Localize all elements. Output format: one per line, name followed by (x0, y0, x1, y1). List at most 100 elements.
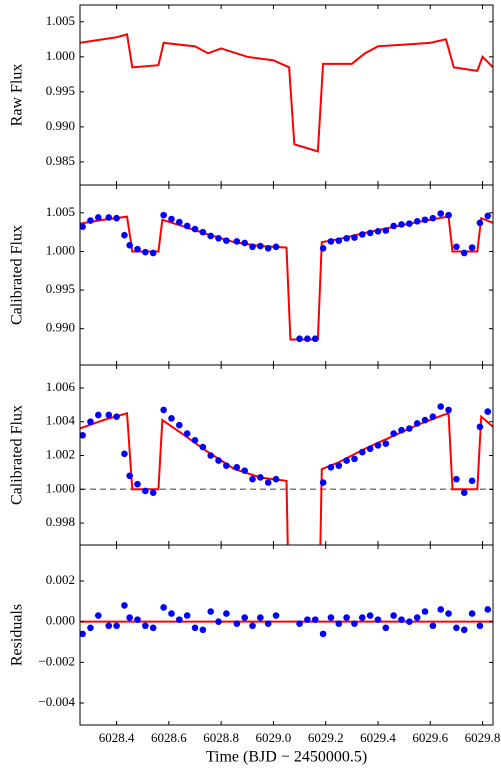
binned-point (437, 403, 445, 410)
binned-point (191, 437, 199, 444)
binned-point (429, 622, 437, 630)
binned-point (460, 249, 468, 257)
binned-point (468, 244, 476, 251)
binned-point (183, 430, 191, 437)
binned-point (94, 214, 102, 221)
binned-point (311, 335, 319, 343)
binned-point (142, 487, 149, 495)
binned-point (87, 217, 94, 224)
binned-point (484, 408, 492, 415)
binned-point (160, 604, 167, 611)
binned-point (304, 335, 311, 343)
binned-point (390, 222, 397, 230)
binned-point (374, 442, 382, 449)
binned-point (374, 616, 382, 623)
binned-point (233, 464, 241, 471)
binned-point (437, 210, 445, 217)
plot-area (80, 210, 493, 343)
binned-point (121, 231, 128, 239)
y-axis-label: Calibrated Flux (9, 225, 26, 325)
binned-point (484, 606, 492, 613)
binned-point (191, 624, 199, 632)
plot-area (80, 33, 493, 153)
binned-point (351, 620, 358, 628)
x-tick-label: 6029.6 (412, 730, 448, 745)
y-tick-label: −0.004 (38, 694, 75, 709)
y-tick-label: 1.004 (46, 413, 76, 428)
binned-point (343, 235, 350, 242)
binned-point (233, 620, 241, 628)
binned-point (94, 411, 102, 419)
binned-point (429, 413, 437, 420)
binned-point (327, 614, 335, 621)
x-tick-label: 6028.6 (151, 730, 187, 745)
binned-point (445, 406, 452, 414)
binned-point (241, 467, 248, 475)
binned-point (264, 245, 272, 252)
binned-point (113, 622, 120, 630)
binned-point (80, 630, 86, 638)
plot-area (80, 403, 493, 684)
binned-point (413, 614, 421, 621)
binned-point (191, 225, 199, 233)
binned-point (382, 227, 390, 234)
binned-point (296, 677, 303, 684)
binned-point (121, 450, 128, 458)
binned-point (460, 489, 468, 496)
binned-point (445, 610, 452, 617)
y-tick-label: 1.005 (46, 13, 75, 28)
binned-point (168, 610, 175, 617)
axes-frame (79, 184, 494, 366)
binned-point (149, 249, 157, 257)
binned-point (215, 235, 222, 242)
binned-point (223, 462, 230, 469)
binned-point (453, 243, 460, 251)
binned-point (207, 608, 214, 615)
binned-point (421, 216, 429, 224)
binned-point (343, 457, 350, 464)
binned-point (390, 612, 397, 619)
binned-point (382, 624, 390, 632)
binned-point (319, 630, 327, 638)
binned-point (223, 610, 230, 617)
binned-point (398, 426, 405, 434)
binned-point (484, 212, 492, 220)
binned-point (398, 616, 405, 623)
binned-point (406, 618, 413, 625)
binned-point (312, 677, 319, 684)
binned-point (134, 616, 141, 623)
binned-point (335, 620, 343, 628)
y-tick-label: 0.995 (46, 83, 75, 98)
binned-point (257, 242, 264, 250)
binned-point (413, 420, 421, 427)
binned-point (183, 612, 191, 619)
plot-area (80, 602, 493, 638)
binned-point (359, 614, 366, 621)
binned-point (296, 620, 303, 628)
binned-point (207, 232, 214, 240)
binned-point (223, 237, 230, 244)
binned-point (406, 425, 413, 432)
binned-point (351, 455, 358, 463)
y-tick-label: 0.990 (46, 320, 75, 335)
binned-point (468, 477, 476, 485)
axes-frame (79, 544, 494, 726)
y-tick-label: 1.002 (46, 446, 75, 461)
y-tick-label: 1.000 (46, 48, 75, 63)
binned-point (421, 608, 429, 615)
x-tick-label: 6029.0 (256, 730, 292, 745)
y-axis-label: Calibrated Flux (9, 405, 26, 505)
binned-point (366, 229, 374, 237)
binned-point (296, 335, 303, 343)
binned-point (134, 245, 141, 253)
binned-point (453, 475, 460, 483)
binned-point (105, 411, 113, 419)
y-axis-label: Raw Flux (9, 64, 26, 127)
x-axis-label: Time (BJD − 2450000.5) (206, 749, 367, 766)
x-tick-label: 6028.4 (99, 730, 135, 745)
model-line (80, 411, 493, 545)
binned-point (80, 223, 86, 231)
binned-point (105, 622, 113, 630)
binned-point (142, 248, 149, 256)
